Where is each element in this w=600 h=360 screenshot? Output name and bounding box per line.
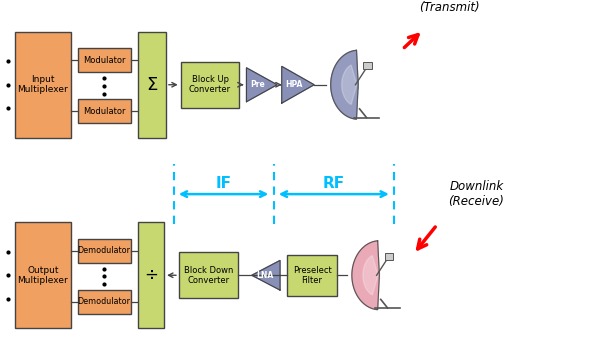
Polygon shape <box>352 241 379 310</box>
Polygon shape <box>282 66 314 103</box>
FancyBboxPatch shape <box>287 255 337 296</box>
FancyBboxPatch shape <box>78 48 131 72</box>
Text: IF: IF <box>215 176 232 190</box>
FancyBboxPatch shape <box>138 32 166 138</box>
Polygon shape <box>331 50 358 119</box>
FancyBboxPatch shape <box>364 63 373 69</box>
Text: Input
Multiplexer: Input Multiplexer <box>17 75 68 94</box>
FancyBboxPatch shape <box>78 239 131 263</box>
Text: Σ: Σ <box>146 76 158 94</box>
Polygon shape <box>252 260 280 290</box>
FancyBboxPatch shape <box>138 222 164 328</box>
Polygon shape <box>342 65 357 104</box>
FancyBboxPatch shape <box>15 32 71 138</box>
Polygon shape <box>247 68 277 102</box>
Text: Modulator: Modulator <box>83 56 125 65</box>
Text: ÷: ÷ <box>144 266 158 284</box>
Text: HPA: HPA <box>286 80 303 89</box>
FancyBboxPatch shape <box>15 222 71 328</box>
FancyBboxPatch shape <box>385 253 394 260</box>
Text: Demodulator: Demodulator <box>77 297 131 306</box>
Polygon shape <box>363 256 378 295</box>
Text: Demodulator: Demodulator <box>77 246 131 255</box>
FancyBboxPatch shape <box>181 62 239 108</box>
Text: LNA: LNA <box>256 271 273 280</box>
Text: Block Down
Converter: Block Down Converter <box>184 266 233 285</box>
FancyBboxPatch shape <box>78 290 131 314</box>
Text: Modulator: Modulator <box>83 107 125 116</box>
Text: Uplink
(Transmit): Uplink (Transmit) <box>419 0 479 14</box>
Text: Block Up
Converter: Block Up Converter <box>189 75 231 94</box>
FancyBboxPatch shape <box>179 252 238 298</box>
FancyBboxPatch shape <box>78 99 131 123</box>
Text: RF: RF <box>323 176 345 190</box>
Text: Downlink
(Receive): Downlink (Receive) <box>448 180 505 208</box>
Text: Pre: Pre <box>251 80 265 89</box>
Text: Preselect
Filter: Preselect Filter <box>293 266 331 285</box>
Text: Output
Multiplexer: Output Multiplexer <box>17 266 68 285</box>
